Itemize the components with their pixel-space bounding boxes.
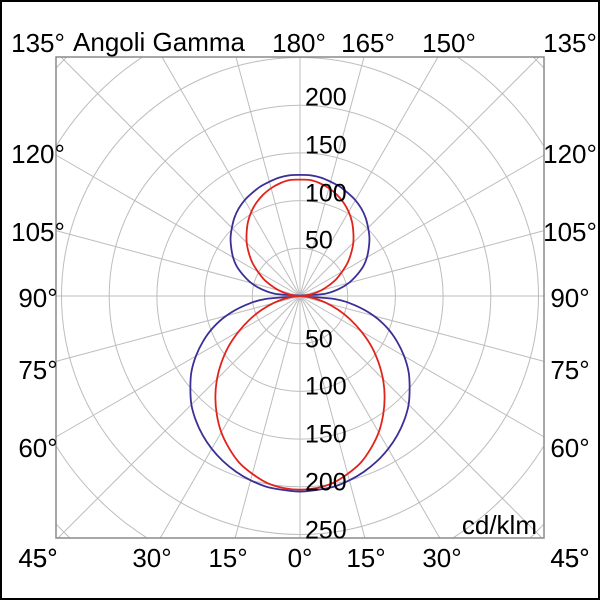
angle-label-top: 150° (422, 28, 476, 58)
angle-label-left: 135° (11, 28, 65, 58)
angle-label-right: 105° (543, 217, 597, 247)
angle-label-left: 60° (18, 433, 58, 463)
ring-label-down: 200 (305, 468, 347, 497)
angle-label-bottom: 45° (18, 543, 58, 573)
angle-label-top: 180° (272, 28, 326, 58)
angle-label-left: 75° (18, 355, 58, 385)
angle-label-left: 120° (11, 139, 65, 169)
ring-label-down: 150 (305, 420, 347, 449)
angle-label-bottom: 0° (287, 543, 313, 573)
ring-label-up: 100 (305, 179, 347, 208)
angle-label-right: 120° (543, 139, 597, 169)
angle-label-right: 45° (550, 543, 590, 573)
angle-label-right: 75° (550, 355, 590, 385)
angle-label-top: 165° (341, 28, 395, 58)
ring-label-up: 150 (305, 131, 347, 160)
curve-blue (189, 173, 411, 493)
angle-label-left: 90° (18, 283, 58, 313)
angle-label-bottom: 30° (422, 543, 462, 573)
ring-label-up: 50 (305, 226, 333, 255)
angle-label-bottom: 45° (550, 543, 590, 573)
ring-label-down: 250 (305, 516, 347, 544)
angle-label-bottom: 30° (132, 543, 172, 573)
angle-label-left: 105° (11, 217, 65, 247)
unit-label: cd/klm (461, 510, 537, 540)
angle-label-right: 60° (550, 433, 590, 463)
angle-label-left: 45° (18, 543, 58, 573)
curve-red (214, 178, 386, 491)
angle-label-bottom: 15° (346, 543, 386, 573)
ring-label-up: 200 (305, 83, 347, 112)
plot-border (55, 56, 545, 539)
ring-label-down: 100 (305, 372, 347, 401)
ring-label-down: 50 (305, 325, 333, 354)
angle-label-right: 135° (543, 28, 597, 58)
angle-label-bottom: 15° (208, 543, 248, 573)
angle-label-right: 90° (550, 283, 590, 313)
chart-title: Angoli Gamma (73, 27, 245, 57)
